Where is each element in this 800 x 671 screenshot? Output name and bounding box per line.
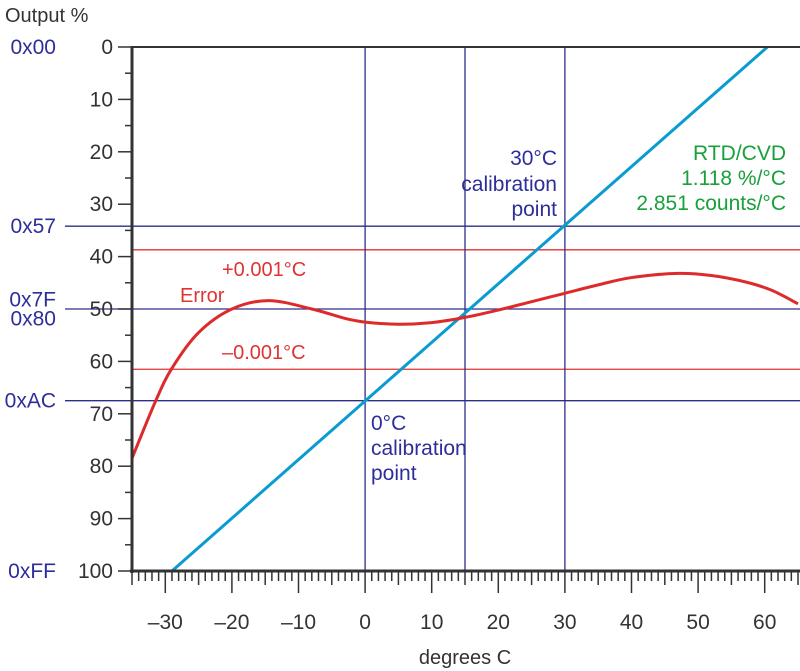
cal0-line2: calibration	[371, 437, 467, 460]
x-tick-label: 30	[553, 611, 576, 634]
x-tick-label: 0	[359, 611, 371, 634]
hex-label: 0x57	[10, 215, 56, 238]
y-tick-label: 30	[90, 193, 113, 216]
x-axis-label: degrees C	[419, 647, 511, 669]
annotation-plus: +0.001°C	[222, 259, 306, 281]
y-tick-label: 100	[78, 560, 113, 583]
y-tick-label: 70	[90, 403, 113, 426]
series-rtd-line	[170, 45, 769, 573]
x-tick-label: 50	[686, 611, 709, 634]
x-tick-label: 10	[420, 611, 443, 634]
hex-label: 0x00	[10, 36, 56, 59]
cal0-line3: point	[371, 462, 417, 485]
legend-line2: 1.118 %/°C	[681, 167, 786, 190]
hex-label: 0xAC	[5, 390, 56, 413]
x-tick-label: –10	[281, 611, 316, 634]
y-tick-label: 0	[101, 36, 113, 59]
annotation-error: Error	[180, 285, 225, 307]
y-tick-label: 20	[90, 141, 113, 164]
cal30-line2: calibration	[461, 173, 557, 196]
y-tick-label: 10	[90, 88, 113, 111]
legend-line1: RTD/CVD	[693, 142, 786, 165]
cal30-line3: point	[511, 198, 557, 221]
hex-label: 0xFF	[8, 560, 56, 583]
y-tick-label: 40	[90, 246, 113, 269]
legend-line3: 2.851 counts/°C	[636, 192, 786, 215]
y-axis-label: Output %	[5, 5, 89, 27]
x-tick-label: –30	[148, 611, 183, 634]
hex-label: 0x7F	[9, 289, 56, 312]
annotation-minus: –0.001°C	[222, 342, 306, 364]
hex-label: 0x80	[10, 307, 56, 330]
cal0-line1: 0°C	[371, 412, 406, 435]
y-tick-label: 80	[90, 455, 113, 478]
x-tick-label: 60	[753, 611, 776, 634]
y-tick-label: 50	[90, 298, 113, 321]
series-error-curve	[130, 271, 799, 459]
cal30-line1: 30°C	[510, 147, 557, 170]
y-tick-label: 90	[90, 508, 113, 531]
x-tick-label: –20	[214, 611, 249, 634]
y-tick-label: 60	[90, 350, 113, 373]
x-tick-label: 40	[620, 611, 643, 634]
x-tick-label: 20	[487, 611, 510, 634]
